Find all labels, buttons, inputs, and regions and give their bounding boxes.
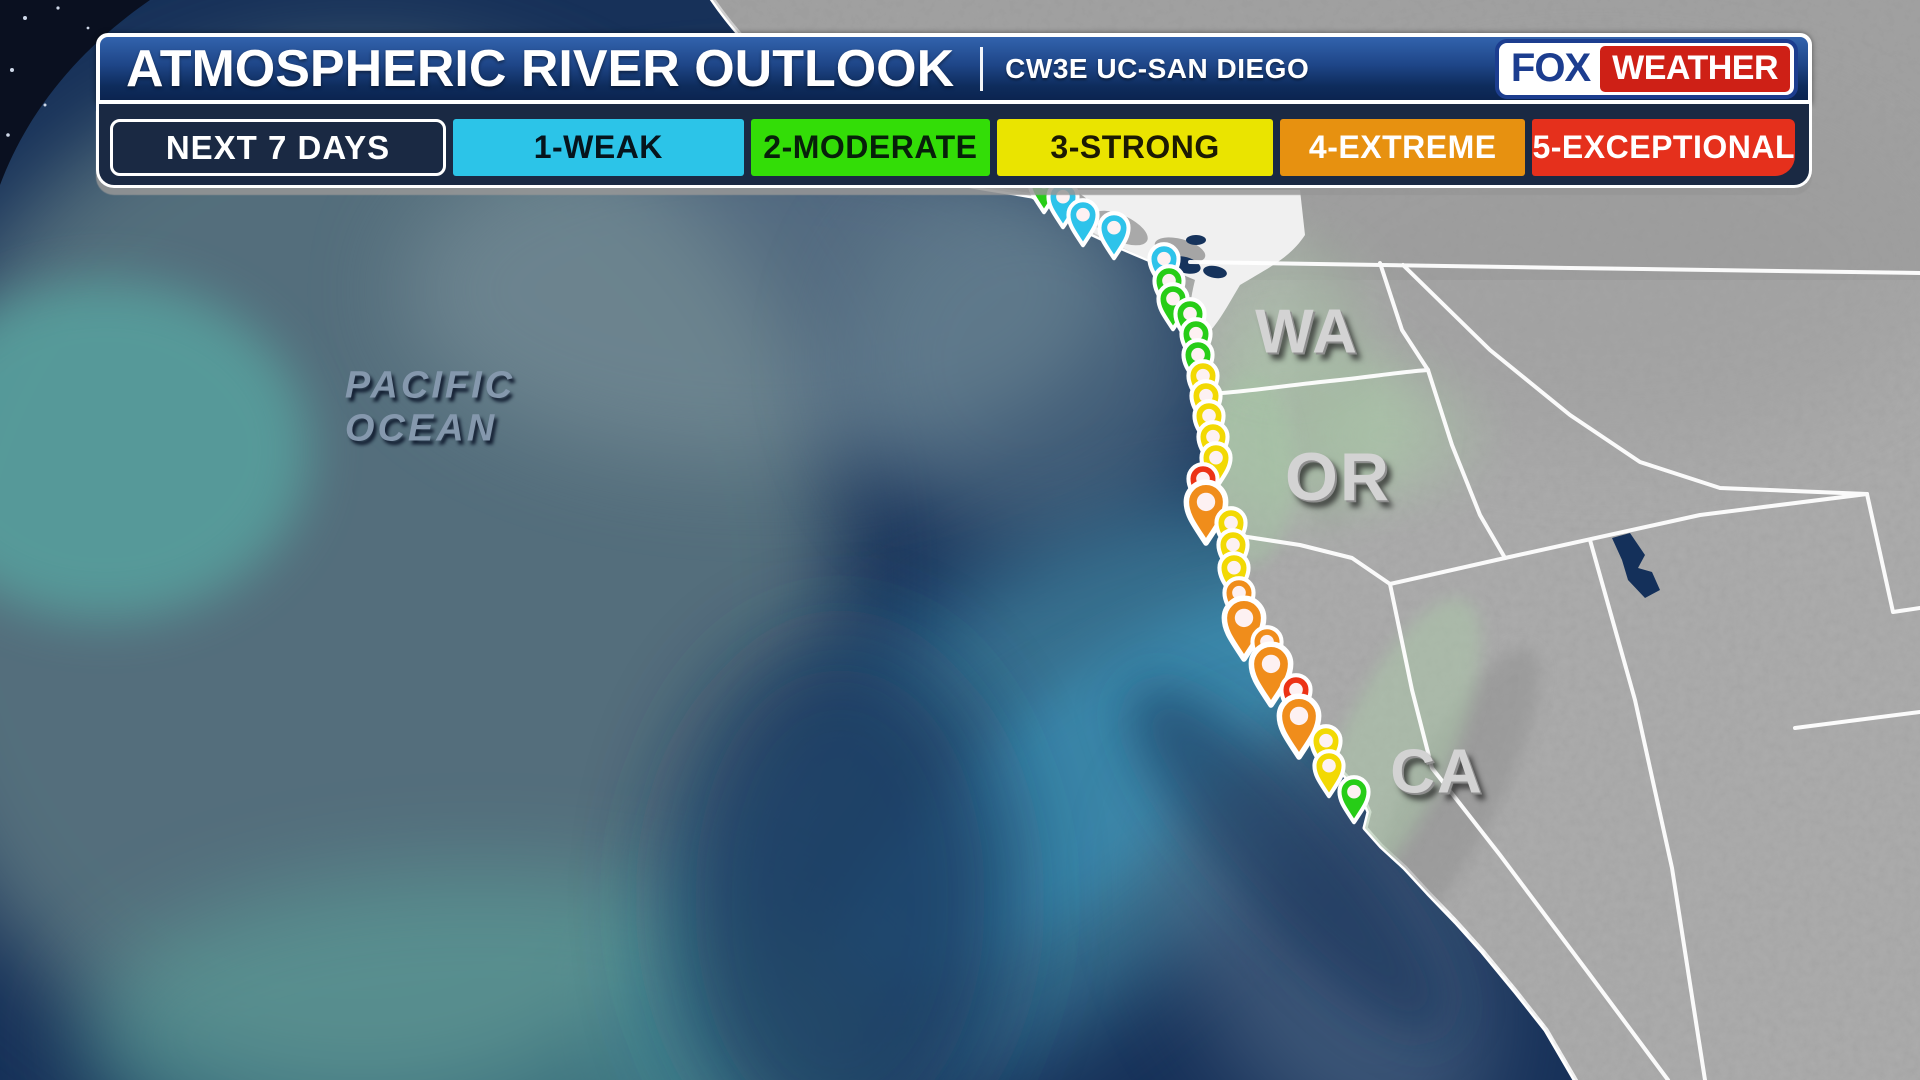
title-banner: ATMOSPHERIC RIVER OUTLOOK CW3E UC-SAN DI… <box>96 33 1812 104</box>
legend-category-moderate: 2-MODERATE <box>750 119 991 176</box>
fox-weather-logo: FOX WEATHER <box>1494 38 1798 99</box>
space-corner <box>0 0 150 185</box>
great-salt-lake <box>1612 533 1660 598</box>
legend-category-extreme: 4-EXTREME <box>1280 119 1526 176</box>
map-pin-extreme <box>1276 693 1322 760</box>
map-pin-moderate <box>1337 775 1371 825</box>
legend-bar: NEXT 7 DAYS 1-WEAK 2-MODERATE 3-STRONG 4… <box>96 104 1812 188</box>
legend-category-weak: 1-WEAK <box>453 119 744 176</box>
header: ATMOSPHERIC RIVER OUTLOOK CW3E UC-SAN DI… <box>96 33 1812 188</box>
fox-logo-text: FOX <box>1510 46 1591 90</box>
map-pin-weak <box>1097 211 1131 261</box>
legend-category-exceptional: 5-EXCEPTIONAL <box>1532 119 1795 176</box>
legend-period-box: NEXT 7 DAYS <box>110 119 446 176</box>
map-pin-weak <box>1066 198 1100 248</box>
weather-logo-text: WEATHER <box>1600 45 1790 92</box>
moisture-plume <box>0 60 1494 1080</box>
map-pin-strong <box>1312 749 1346 799</box>
title-separator <box>980 46 984 91</box>
data-source-label: CW3E UC-SAN DIEGO <box>1005 52 1310 84</box>
legend-category-strong: 3-STRONG <box>997 119 1274 176</box>
state-borders <box>1188 260 1920 1080</box>
page-title: ATMOSPHERIC RIVER OUTLOOK <box>126 39 955 98</box>
